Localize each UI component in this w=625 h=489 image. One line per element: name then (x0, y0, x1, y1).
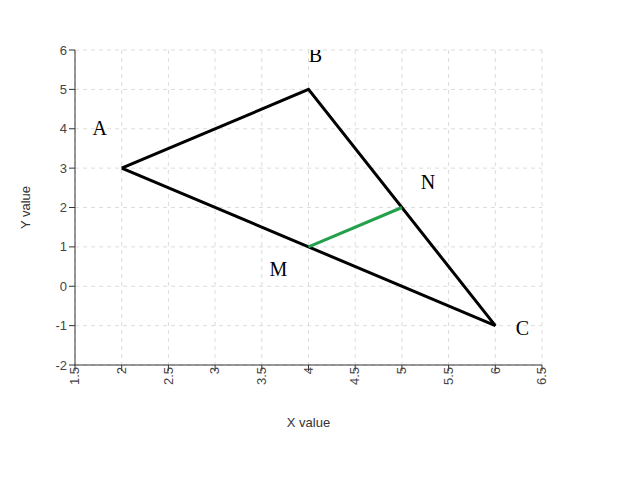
svg-text:1: 1 (60, 239, 67, 254)
svg-text:B: B (309, 50, 322, 66)
svg-text:1.5: 1.5 (67, 367, 82, 385)
svg-text:4: 4 (301, 367, 316, 374)
svg-text:6.5: 6.5 (534, 367, 549, 385)
svg-text:2: 2 (60, 200, 67, 215)
svg-text:A: A (92, 117, 107, 139)
svg-text:6: 6 (60, 43, 67, 58)
svg-text:X value: X value (287, 415, 330, 430)
svg-text:4: 4 (60, 121, 67, 136)
svg-text:6: 6 (488, 367, 503, 374)
svg-text:5: 5 (60, 82, 67, 97)
svg-text:3: 3 (60, 161, 67, 176)
svg-text:3: 3 (207, 367, 222, 374)
svg-text:N: N (421, 171, 435, 193)
svg-text:-2: -2 (55, 358, 67, 373)
svg-text:5: 5 (394, 367, 409, 374)
svg-text:M: M (270, 258, 288, 280)
svg-text:Y value: Y value (18, 186, 33, 229)
svg-text:C: C (516, 317, 529, 339)
svg-text:5.5: 5.5 (441, 367, 456, 385)
svg-text:4.5: 4.5 (347, 367, 362, 385)
svg-text:0: 0 (60, 279, 67, 294)
svg-text:2: 2 (114, 367, 129, 374)
svg-text:-1: -1 (55, 318, 67, 333)
svg-text:2.5: 2.5 (161, 367, 176, 385)
svg-text:3.5: 3.5 (254, 367, 269, 385)
